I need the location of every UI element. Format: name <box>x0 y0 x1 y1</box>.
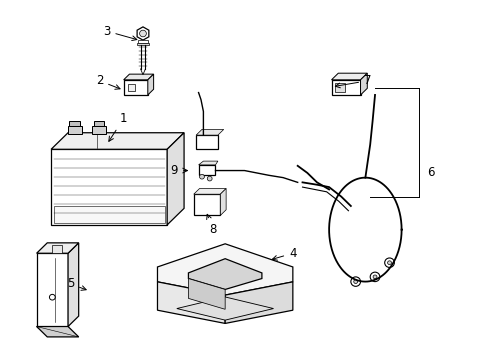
Bar <box>92 126 105 134</box>
Text: 5: 5 <box>67 278 86 291</box>
Bar <box>137 44 149 45</box>
Polygon shape <box>37 243 79 253</box>
Polygon shape <box>52 245 61 253</box>
Polygon shape <box>167 133 183 225</box>
Circle shape <box>49 294 55 300</box>
Bar <box>198 165 215 175</box>
Polygon shape <box>147 74 153 95</box>
Polygon shape <box>157 282 224 323</box>
Bar <box>138 40 147 44</box>
Bar <box>193 194 220 215</box>
Text: 8: 8 <box>206 214 216 236</box>
Text: 1: 1 <box>109 112 127 141</box>
Text: 3: 3 <box>103 24 137 41</box>
Polygon shape <box>37 327 79 337</box>
Bar <box>94 121 104 126</box>
Circle shape <box>207 176 212 181</box>
Text: 7: 7 <box>335 74 371 88</box>
Polygon shape <box>68 243 79 327</box>
Circle shape <box>353 280 357 283</box>
Polygon shape <box>137 27 148 40</box>
Polygon shape <box>188 259 262 289</box>
Circle shape <box>384 258 393 267</box>
Circle shape <box>387 261 391 265</box>
Polygon shape <box>224 282 292 323</box>
Polygon shape <box>331 73 366 80</box>
Polygon shape <box>51 133 183 149</box>
Bar <box>37 253 68 327</box>
Polygon shape <box>198 161 218 165</box>
Bar <box>127 84 135 91</box>
Polygon shape <box>220 189 225 215</box>
Circle shape <box>350 277 360 286</box>
Bar <box>123 80 147 95</box>
Circle shape <box>199 174 204 179</box>
Polygon shape <box>196 130 223 135</box>
Polygon shape <box>157 244 292 295</box>
Circle shape <box>369 272 379 282</box>
Text: 2: 2 <box>96 74 120 89</box>
Bar <box>69 121 80 126</box>
Polygon shape <box>360 73 366 95</box>
Bar <box>53 206 164 222</box>
Bar <box>196 135 218 149</box>
Text: 4: 4 <box>272 247 296 260</box>
Bar <box>68 126 81 134</box>
Polygon shape <box>193 189 225 194</box>
Polygon shape <box>177 297 273 320</box>
Polygon shape <box>188 279 224 309</box>
Circle shape <box>139 30 146 37</box>
Circle shape <box>372 275 376 279</box>
Text: 9: 9 <box>170 164 187 177</box>
Bar <box>331 80 360 95</box>
Text: 6: 6 <box>426 166 433 179</box>
Bar <box>51 149 167 225</box>
Polygon shape <box>123 74 153 80</box>
Bar <box>335 83 345 92</box>
